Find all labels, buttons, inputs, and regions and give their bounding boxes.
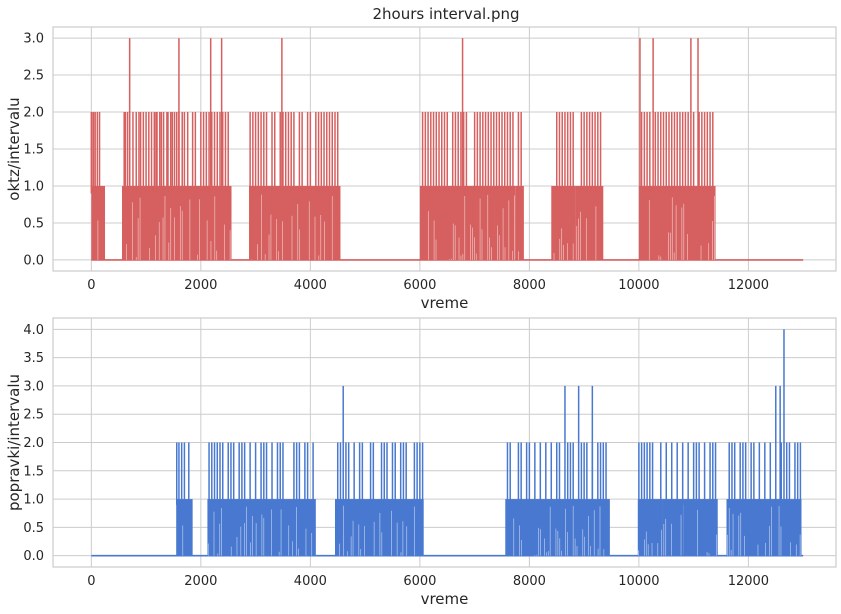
plot-frame — [52, 317, 837, 568]
chart-title: 2hours interval.png — [373, 5, 520, 23]
y-tick-label: 2.5 — [23, 69, 44, 84]
activity-block — [249, 185, 341, 260]
y-axis-label: popravki/intervalu — [5, 374, 23, 511]
x-tick-label: 4000 — [294, 278, 327, 293]
y-tick-label: 2.0 — [23, 106, 44, 121]
x-tick-label: 10000 — [618, 278, 659, 293]
x-tick-label: 12000 — [728, 574, 769, 589]
x-axis-label: vreme — [421, 590, 469, 608]
y-tick-label: 2.5 — [23, 408, 44, 423]
x-tick-label: 6000 — [403, 278, 436, 293]
y-tick-label: 3.5 — [23, 351, 44, 366]
x-tick-label: 2000 — [184, 574, 217, 589]
x-axis-label: vreme — [421, 294, 469, 312]
x-tick-label: 8000 — [513, 574, 546, 589]
y-tick-label: 0.0 — [23, 549, 44, 564]
x-tick-label: 10000 — [618, 574, 659, 589]
activity-block — [683, 499, 718, 556]
y-tick-label: 1.5 — [23, 143, 44, 158]
x-tick-label: 4000 — [294, 574, 327, 589]
y-tick-label: 1.5 — [23, 464, 44, 479]
top-chart: 0 2000 4000 6000 8000 10000 12000 0.0 0.5 1.0 1.5 2… — [5, 26, 837, 312]
y-tick-label: 1.0 — [23, 493, 44, 508]
y-tick-label: 0.0 — [23, 253, 44, 268]
y-tick-label: 3.0 — [23, 379, 44, 394]
plot-frame — [52, 26, 837, 272]
activity-block — [638, 185, 716, 260]
x-tick-label: 0 — [87, 278, 95, 293]
x-tick-label: 12000 — [728, 278, 769, 293]
y-tick-label: 0.5 — [23, 521, 44, 536]
activity-block — [637, 499, 663, 556]
x-tick-label: 8000 — [513, 278, 546, 293]
activity-block — [334, 499, 424, 556]
y-axis-label: oktz/intervalu — [5, 97, 23, 200]
x-tick-label: 2000 — [184, 278, 217, 293]
x-tick-label: 6000 — [403, 574, 436, 589]
activity-block — [176, 499, 193, 556]
y-tick-label: 1.0 — [23, 179, 44, 194]
activity-block — [662, 499, 684, 556]
y-tick-label: 3.0 — [23, 32, 44, 47]
activity-block — [515, 185, 524, 260]
x-tick-label: 0 — [87, 574, 95, 589]
y-tick-label: 4.0 — [23, 323, 44, 338]
y-tick-label: 0.5 — [23, 216, 44, 231]
bottom-chart: 0 2000 4000 6000 8000 10000 12000 0.0 0.5 1.0 1.5 2… — [5, 317, 837, 608]
y-tick-label: 2.0 — [23, 436, 44, 451]
activity-block — [575, 185, 604, 260]
